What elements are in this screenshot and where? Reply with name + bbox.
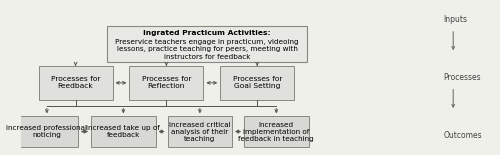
Text: Inputs: Inputs: [444, 15, 468, 24]
Text: increased take up of
feedback: increased take up of feedback: [86, 125, 160, 138]
FancyBboxPatch shape: [91, 116, 156, 147]
Text: Processes for
Reflection: Processes for Reflection: [142, 76, 191, 89]
Text: increased critical
analysis of their
teaching: increased critical analysis of their tea…: [169, 122, 230, 142]
Text: Processes for
Goal Setting: Processes for Goal Setting: [232, 76, 282, 89]
FancyBboxPatch shape: [16, 116, 78, 147]
FancyBboxPatch shape: [220, 66, 294, 100]
Text: increased
implementation of
feedback in teaching: increased implementation of feedback in …: [238, 122, 314, 142]
Text: Preservice teachers engage in practicum, videoing
lessons, practice teaching for: Preservice teachers engage in practicum,…: [115, 39, 299, 60]
FancyBboxPatch shape: [38, 66, 113, 100]
Text: Processes for
Feedback: Processes for Feedback: [51, 76, 100, 89]
FancyBboxPatch shape: [106, 26, 308, 62]
Text: Ingrated Practicum Activities:: Ingrated Practicum Activities:: [143, 30, 271, 35]
FancyBboxPatch shape: [244, 116, 308, 147]
Text: increased professional
noticing: increased professional noticing: [6, 125, 87, 138]
Text: Processes: Processes: [444, 73, 482, 82]
Text: Outcomes: Outcomes: [444, 131, 482, 140]
FancyBboxPatch shape: [130, 66, 204, 100]
FancyBboxPatch shape: [168, 116, 232, 147]
